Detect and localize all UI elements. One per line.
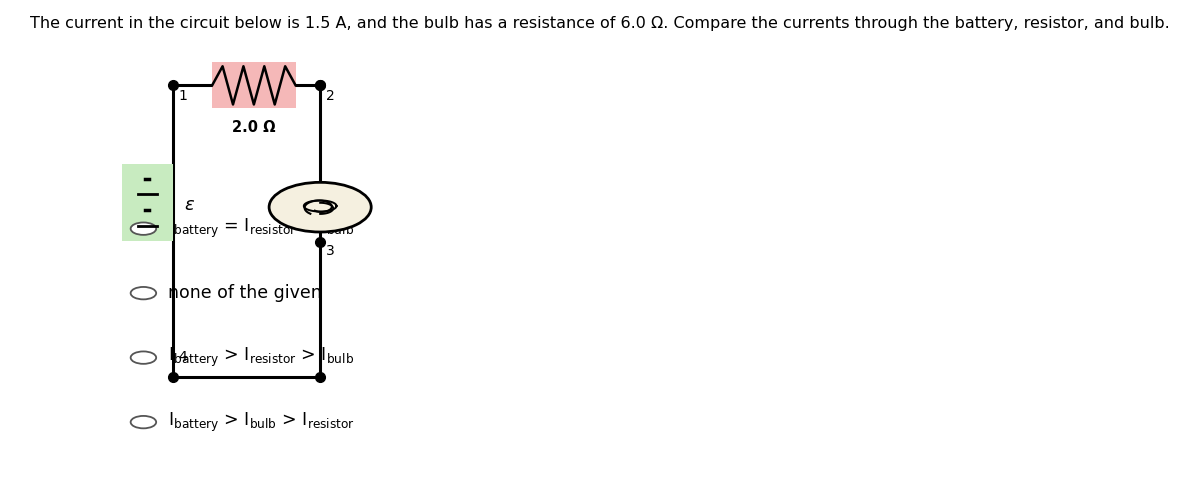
FancyBboxPatch shape	[122, 164, 173, 241]
Text: 4: 4	[179, 350, 187, 364]
Text: none of the given: none of the given	[168, 284, 322, 302]
FancyBboxPatch shape	[212, 62, 295, 108]
Text: 1: 1	[179, 89, 187, 103]
Text: $\mathregular{I_{\mathrm{battery}}}$ > $\mathregular{I_{\mathrm{bulb}}}$ > $\mat: $\mathregular{I_{\mathrm{battery}}}$ > $…	[168, 411, 355, 434]
Circle shape	[131, 287, 156, 299]
Text: 2.0 Ω: 2.0 Ω	[232, 120, 276, 135]
Circle shape	[131, 223, 156, 235]
Circle shape	[269, 182, 371, 232]
Text: 2: 2	[326, 89, 335, 103]
Text: 3: 3	[326, 244, 335, 258]
Circle shape	[131, 351, 156, 364]
Text: $\mathregular{I_{\mathrm{battery}}}$ = $\mathregular{I_{\mathrm{resistor}}}$ = $: $\mathregular{I_{\mathrm{battery}}}$ = $…	[168, 217, 354, 240]
Text: $\mathregular{I_{\mathrm{battery}}}$ > $\mathregular{I_{\mathrm{resistor}}}$ > $: $\mathregular{I_{\mathrm{battery}}}$ > $…	[168, 346, 354, 369]
Circle shape	[131, 416, 156, 428]
Text: The current in the circuit below is 1.5 A, and the bulb has a resistance of 6.0 : The current in the circuit below is 1.5 …	[30, 16, 1170, 31]
Text: ε: ε	[185, 196, 194, 214]
